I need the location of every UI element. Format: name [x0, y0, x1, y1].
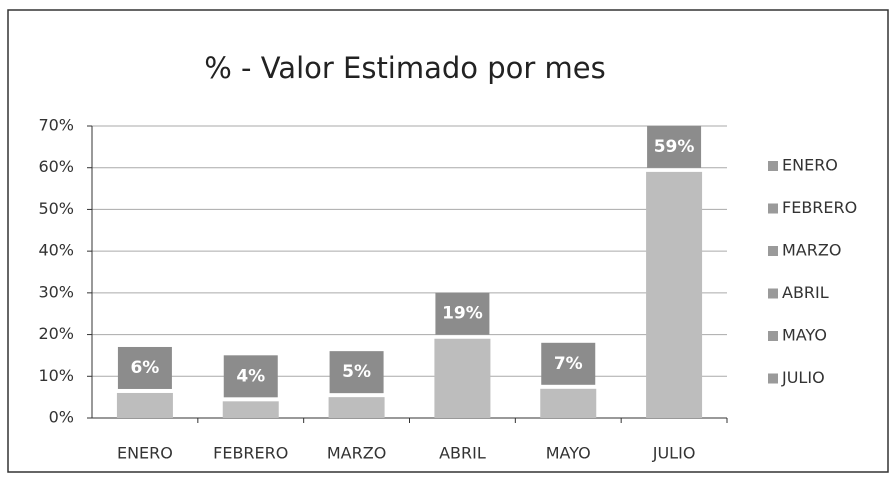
- value-label: 4%: [236, 366, 265, 386]
- value-label-box: [541, 342, 596, 385]
- legend-swatch: [768, 246, 778, 256]
- y-tick-label: 50%: [38, 199, 74, 218]
- legend-swatch: [768, 373, 778, 384]
- chart-title: % - Valor Estimado por mes: [204, 51, 606, 85]
- legend-swatch: [768, 288, 778, 299]
- bar: [646, 171, 703, 418]
- value-label-box: [223, 355, 278, 398]
- y-tick-label: 60%: [38, 157, 74, 176]
- y-tick-label: 20%: [38, 324, 74, 343]
- value-label-box: [329, 351, 384, 394]
- y-tick-label: 0%: [49, 408, 74, 427]
- bar: [540, 388, 597, 418]
- y-tick-label: 70%: [38, 116, 74, 135]
- x-tick-label: FEBRERO: [213, 444, 288, 463]
- value-label-box: [647, 125, 702, 168]
- x-tick-label: MARZO: [327, 444, 386, 463]
- value-label: 19%: [442, 304, 483, 324]
- bar: [328, 397, 385, 418]
- x-tick-label: ABRIL: [439, 444, 486, 463]
- legend-swatch: [768, 331, 778, 341]
- legend-label: ABRIL: [782, 283, 829, 302]
- value-label-box: [435, 292, 490, 335]
- value-label-box: [117, 346, 172, 389]
- legend-label: JULIO: [781, 368, 825, 387]
- legend-swatch: [768, 203, 778, 214]
- y-tick-label: 10%: [38, 366, 74, 385]
- value-label: 5%: [342, 362, 371, 382]
- legend-label: MAYO: [782, 326, 827, 345]
- bar: [116, 392, 173, 418]
- value-label: 59%: [654, 137, 695, 157]
- x-tick-label: MAYO: [546, 444, 591, 463]
- legend-label: MARZO: [782, 241, 841, 260]
- legend-swatch: [768, 161, 778, 171]
- x-tick-label: ENERO: [117, 444, 173, 463]
- value-label: 6%: [130, 358, 159, 378]
- y-tick-label: 30%: [38, 282, 74, 301]
- value-label: 7%: [554, 354, 583, 374]
- legend-label: ENERO: [782, 156, 838, 175]
- bar: [222, 401, 279, 418]
- bar: [434, 338, 491, 418]
- x-tick-label: JULIO: [652, 444, 696, 463]
- legend-label: FEBRERO: [782, 198, 857, 217]
- y-tick-label: 40%: [38, 241, 74, 260]
